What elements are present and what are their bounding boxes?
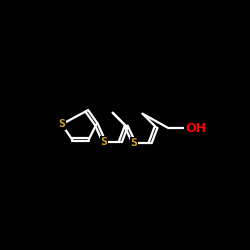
Text: S: S	[58, 119, 65, 129]
Text: S: S	[130, 138, 137, 147]
Text: OH: OH	[185, 122, 206, 135]
Text: S: S	[101, 137, 107, 147]
